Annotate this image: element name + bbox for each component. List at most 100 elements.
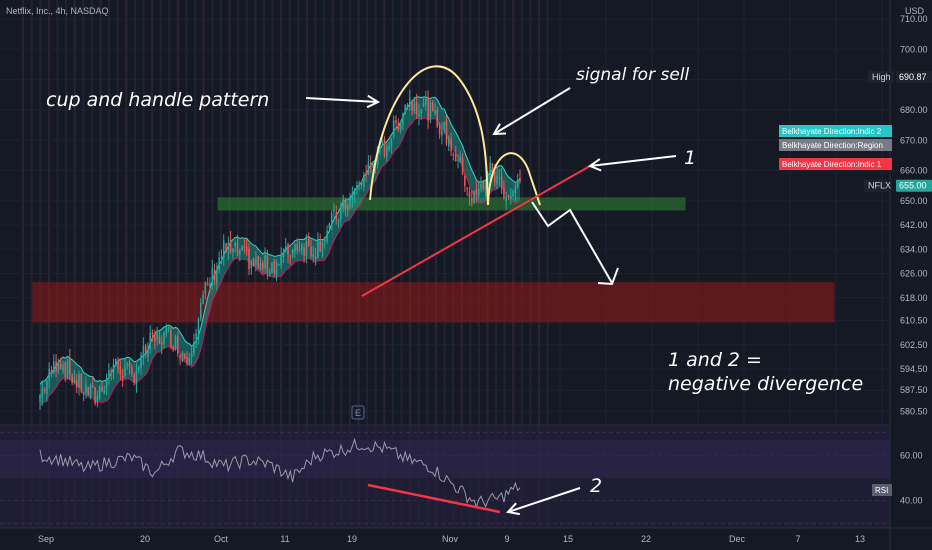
candle-body	[431, 102, 434, 111]
candle-body	[468, 191, 471, 197]
candle-body	[275, 261, 278, 276]
candle-body	[46, 380, 48, 394]
candle-body	[470, 198, 473, 203]
candle-body	[66, 360, 69, 380]
price-tick-label: 650.00	[900, 196, 928, 206]
candle-body	[48, 368, 50, 381]
candle-body	[197, 318, 200, 337]
candle-body	[340, 206, 342, 220]
candle-body	[87, 386, 90, 396]
price-tick-label: 680.00	[900, 105, 928, 115]
candle-body	[126, 363, 129, 365]
candle-body	[507, 194, 510, 196]
candle-body	[140, 354, 142, 368]
arrow-sell	[493, 87, 571, 135]
candle-body	[216, 269, 218, 283]
candle-body	[179, 355, 181, 359]
candle-body	[261, 262, 264, 270]
candle-body	[323, 239, 326, 242]
candle-body	[255, 258, 257, 266]
candle-body	[493, 171, 496, 183]
candle-body	[287, 243, 289, 255]
candle-body	[206, 283, 209, 285]
candle-body	[422, 102, 425, 107]
price-tick-label: 626.00	[900, 269, 928, 279]
candle-body	[450, 138, 452, 152]
candle-body	[229, 239, 232, 252]
candle-body	[110, 370, 112, 373]
price-tick-label: 602.50	[900, 340, 928, 350]
candle-body	[131, 367, 133, 374]
legend-tag-bg	[779, 125, 892, 137]
candle-body	[101, 386, 103, 392]
candle-body	[181, 352, 184, 362]
candle-body	[94, 387, 96, 404]
candle-body	[367, 163, 370, 175]
candle-body	[326, 230, 328, 242]
candle-body	[278, 263, 280, 265]
vertical-stripe	[366, 0, 369, 528]
vertical-stripe	[194, 0, 197, 528]
vertical-stripe	[245, 0, 248, 528]
candle-body	[516, 179, 519, 188]
candle-body	[259, 262, 262, 270]
candle-body	[328, 223, 331, 229]
legend-tag-label: Belkhayate Direction:Indic 2	[782, 127, 882, 136]
handle-arc	[487, 152, 541, 206]
candle-body	[477, 188, 480, 196]
candle-body	[266, 254, 269, 273]
candle-body	[312, 254, 315, 257]
candle-body	[245, 246, 248, 252]
candle-body	[124, 366, 126, 377]
candle-body	[119, 367, 122, 375]
time-axis[interactable]: Sep 20 Oct 11 19 Nov 9 15 22 Dec 7 13	[38, 534, 865, 544]
arrow-2	[507, 487, 581, 513]
vertical-stripe	[262, 0, 265, 528]
candle-body	[105, 378, 108, 389]
vertical-stripe	[30, 0, 33, 528]
price-tick-label: 710.00	[900, 14, 928, 24]
candle-body	[257, 256, 259, 268]
arrow-cup-head	[366, 94, 381, 109]
vertical-stripe	[125, 0, 128, 528]
vertical-stripe	[133, 0, 136, 528]
candle-body	[289, 255, 292, 257]
annotation-label-1: 1	[684, 147, 696, 169]
time-tick-label: Nov	[442, 534, 459, 544]
vertical-gridlines	[22, 0, 883, 528]
vertical-stripe	[503, 0, 506, 528]
candle-body	[137, 366, 140, 371]
candle-body	[365, 173, 367, 176]
candle-body	[73, 378, 76, 383]
vertical-stripe	[529, 0, 532, 528]
candle-body	[57, 364, 60, 371]
candle-body	[82, 391, 85, 395]
vertical-stripe	[116, 0, 119, 528]
candle-body	[282, 251, 285, 258]
candle-body	[151, 332, 154, 335]
candle-body	[234, 243, 237, 247]
annotation-divergence-1: 1 and 2 =	[668, 349, 762, 371]
candle-body	[427, 96, 429, 121]
candle-body	[385, 146, 388, 157]
candle-body	[491, 163, 494, 174]
candle-body	[252, 258, 255, 266]
vertical-stripe	[82, 0, 85, 528]
e-marker[interactable]: E	[351, 405, 365, 420]
rsi-tick-label: 60.00	[900, 450, 923, 460]
annotation-label-2: 2	[590, 475, 602, 497]
time-tick-label: Dec	[729, 534, 746, 544]
candle-body	[420, 109, 423, 114]
symbol-title: Netflix, Inc., 4h, NASDAQ	[6, 6, 109, 16]
candle-body	[165, 327, 168, 334]
time-tick-label: 20	[140, 534, 150, 544]
candle-body	[351, 193, 354, 200]
annotation-divergence-2: negative divergence	[668, 373, 863, 395]
candle-body	[108, 369, 110, 377]
time-tick-label: 19	[347, 534, 357, 544]
time-tick-label: Sep	[38, 534, 54, 544]
vertical-stripe	[65, 0, 68, 528]
candle-body	[349, 197, 351, 209]
candle-body	[59, 363, 62, 369]
